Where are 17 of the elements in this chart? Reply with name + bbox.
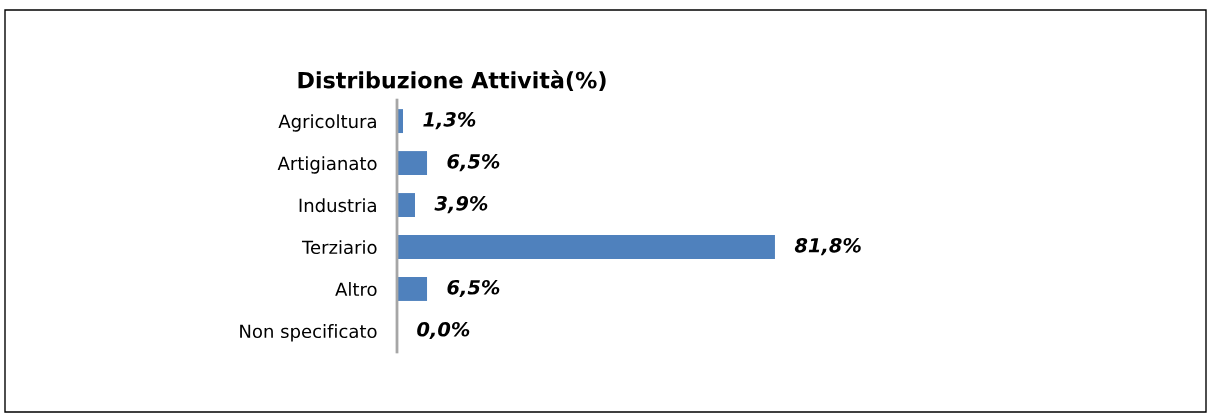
bar (397, 277, 428, 301)
y-tick-label: Agricoltura (278, 114, 376, 132)
bar (397, 235, 775, 259)
data-label: 6,5% (447, 153, 500, 172)
bar (397, 151, 428, 176)
bar (397, 193, 416, 217)
y-tick-label: Industria (299, 198, 376, 213)
y-tick-label: Terziario (301, 240, 377, 255)
y-tick-label: Altro (335, 282, 377, 297)
data-label: 0,0% (417, 321, 470, 340)
data-label: 3,9% (434, 195, 488, 214)
y-tick-label: Non specificato (240, 324, 377, 342)
chart-title: Distribuzione Attività(%) (298, 70, 606, 92)
data-label: 81,8% (794, 237, 861, 256)
data-label: 1,3% (423, 112, 476, 130)
y-tick-label: Artigianato (277, 156, 377, 174)
data-label: 6,5% (447, 279, 500, 298)
